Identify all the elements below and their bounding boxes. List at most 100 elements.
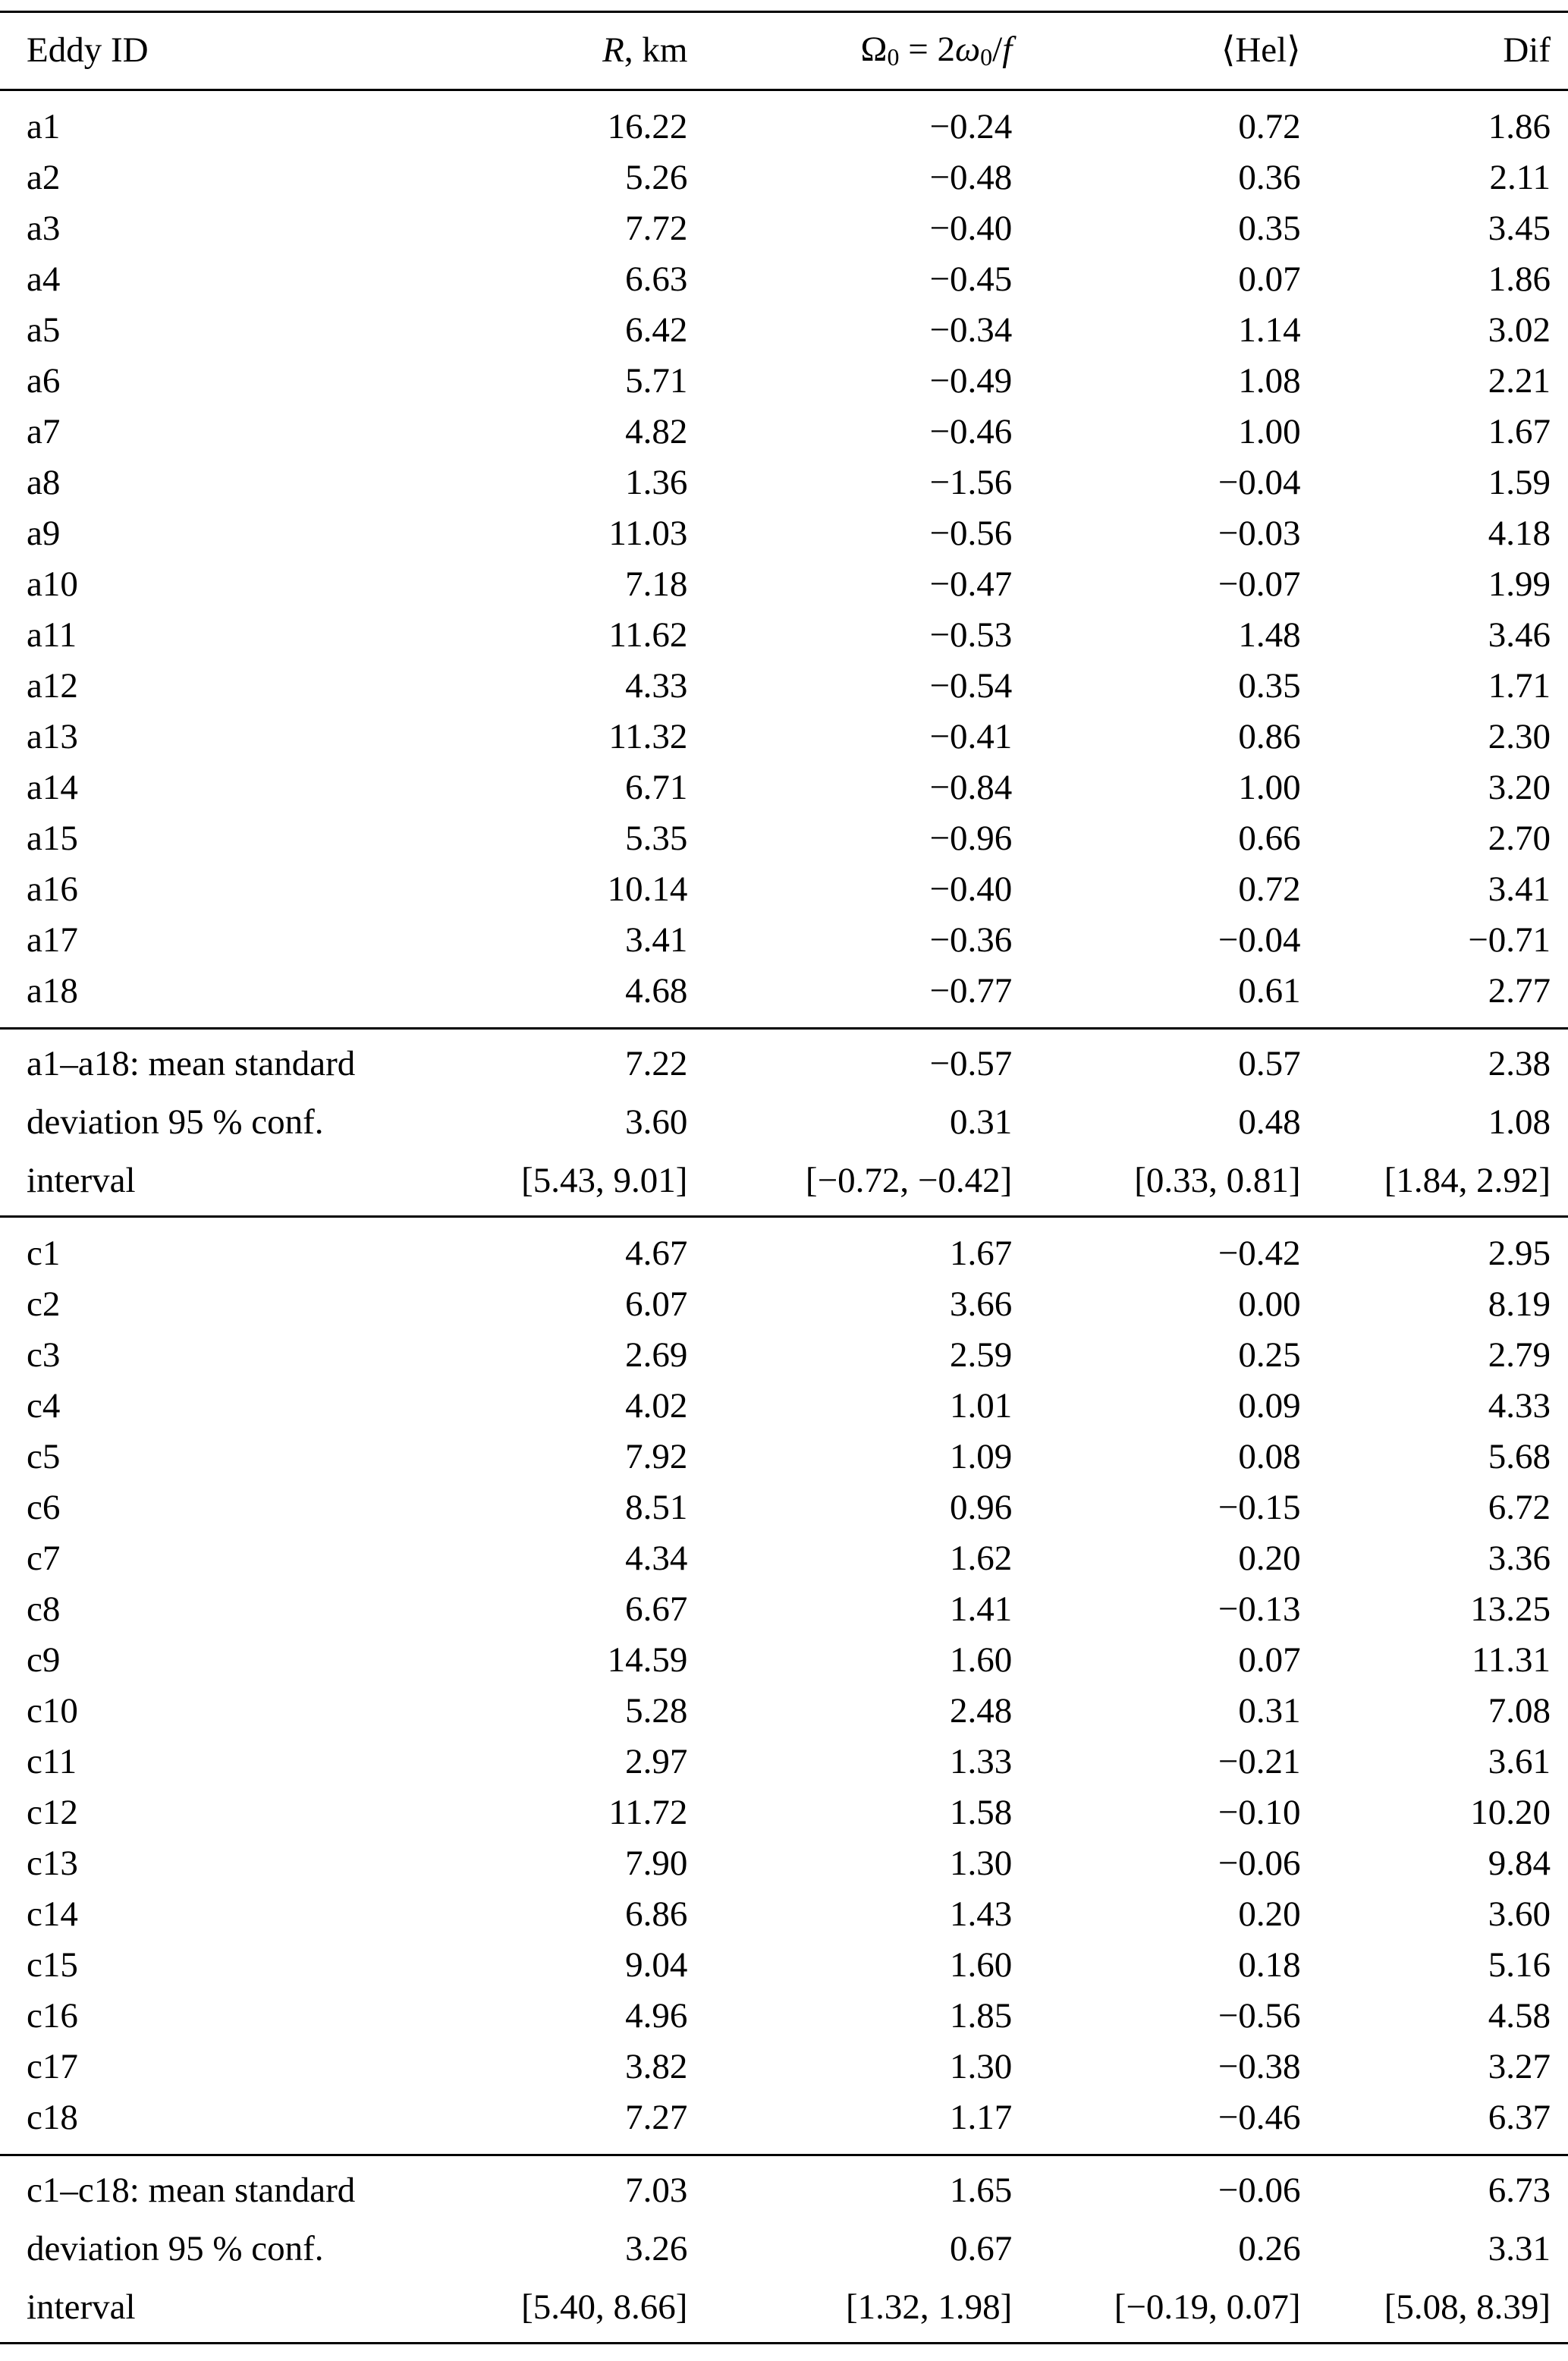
value-cell: 0.07 bbox=[1238, 259, 1301, 299]
value-cell: 10.20 bbox=[1470, 1792, 1551, 1832]
value-cell: 2.59 bbox=[950, 1335, 1013, 1375]
value-cell: 0.61 bbox=[1238, 970, 1301, 1011]
value-cell: 7.22 bbox=[625, 1043, 688, 1083]
value-cell: −0.24 bbox=[929, 106, 1013, 146]
row-label: a1–a18: mean standard bbox=[27, 1043, 356, 1083]
value-cell: 6.63 bbox=[625, 259, 688, 299]
value-cell: 4.58 bbox=[1488, 1995, 1551, 2036]
value-cell: −0.77 bbox=[929, 970, 1013, 1011]
value-cell: 3.61 bbox=[1488, 1741, 1551, 1781]
value-cell: [0.33, 0.81] bbox=[1134, 1160, 1301, 1200]
column-header-eddy-id: Eddy ID bbox=[0, 11, 364, 91]
omega-equation-mid: = 2 bbox=[899, 30, 955, 69]
row-label: c3 bbox=[27, 1335, 61, 1375]
row-label: deviation 95 % conf. bbox=[27, 1102, 324, 1142]
value-cell: −0.38 bbox=[1218, 2046, 1301, 2086]
radius-unit: , km bbox=[624, 30, 688, 71]
value-cell: −0.71 bbox=[1468, 920, 1551, 960]
row-label: c4 bbox=[27, 1385, 61, 1426]
omega-symbol: ω bbox=[954, 30, 981, 69]
value-cell: 7.72 bbox=[625, 208, 688, 248]
value-cell: 2.70 bbox=[1488, 818, 1551, 858]
table-row: c10 5.28 2.48 0.31 7.08 bbox=[0, 1686, 1568, 1737]
value-cell: 1.00 bbox=[1238, 411, 1301, 451]
value-cell: 11.31 bbox=[1471, 1639, 1551, 1680]
value-cell: 0.35 bbox=[1238, 208, 1301, 248]
value-cell: 2.21 bbox=[1488, 360, 1551, 401]
column-header-omega: Ω0 = 2ω0/f bbox=[688, 11, 1013, 91]
cyclone-rows-group: c1 4.67 1.67 −0.42 2.95 c2 6.07 3.66 0.00 8.19 c3 2… bbox=[0, 1216, 1568, 2155]
table-row: c4 4.02 1.01 0.09 4.33 bbox=[0, 1381, 1568, 1432]
row-label: a6 bbox=[27, 360, 61, 401]
value-cell: −0.36 bbox=[929, 920, 1013, 960]
value-cell: [−0.19, 0.07] bbox=[1114, 2287, 1301, 2327]
value-cell: 3.60 bbox=[625, 1102, 688, 1142]
value-cell: 3.41 bbox=[625, 920, 688, 960]
row-label: a1 bbox=[27, 106, 61, 146]
value-cell: 8.51 bbox=[625, 1487, 688, 1527]
table-row: a4 6.63 −0.45 0.07 1.86 bbox=[0, 254, 1568, 305]
row-label: c8 bbox=[27, 1589, 61, 1629]
value-cell: 14.59 bbox=[607, 1639, 688, 1680]
value-cell: 0.67 bbox=[950, 2228, 1013, 2268]
row-label: c10 bbox=[27, 1690, 78, 1731]
value-cell: −0.45 bbox=[929, 259, 1013, 299]
value-cell: 4.82 bbox=[625, 411, 688, 451]
value-cell: 1.41 bbox=[950, 1589, 1013, 1629]
value-cell: 11.62 bbox=[608, 615, 688, 655]
row-label: a17 bbox=[27, 920, 78, 960]
value-cell: −0.06 bbox=[1218, 1843, 1301, 1883]
value-cell: −0.03 bbox=[1218, 513, 1301, 553]
row-label: c12 bbox=[27, 1792, 78, 1832]
value-cell: 2.79 bbox=[1488, 1335, 1551, 1375]
row-label: a13 bbox=[27, 716, 78, 756]
value-cell: 6.86 bbox=[625, 1894, 688, 1934]
value-cell: 10.14 bbox=[607, 869, 688, 909]
value-cell: 1.86 bbox=[1488, 259, 1551, 299]
column-header-dif: Dif bbox=[1301, 11, 1568, 91]
value-cell: −0.34 bbox=[929, 310, 1013, 350]
table-row: a18 4.68 −0.77 0.61 2.77 bbox=[0, 966, 1568, 1029]
value-cell: 3.60 bbox=[1488, 1894, 1551, 1934]
value-cell: 8.19 bbox=[1488, 1284, 1551, 1324]
slash-symbol: / bbox=[992, 30, 1003, 69]
summary-row: c1–c18: mean standard 7.03 1.65 −0.06 6.73 bbox=[0, 2155, 1568, 2220]
value-cell: [5.40, 8.66] bbox=[521, 2287, 688, 2327]
value-cell: 0.00 bbox=[1238, 1284, 1301, 1324]
value-cell: 0.20 bbox=[1238, 1538, 1301, 1578]
value-cell: 0.86 bbox=[1238, 716, 1301, 756]
value-cell: 7.03 bbox=[625, 2170, 688, 2210]
row-label: c14 bbox=[27, 1894, 78, 1934]
table-row: c2 6.07 3.66 0.00 8.19 bbox=[0, 1279, 1568, 1330]
value-cell: −0.56 bbox=[1218, 1995, 1301, 2036]
value-cell: 11.32 bbox=[608, 716, 688, 756]
omega-subscript: 0 bbox=[980, 43, 993, 71]
value-cell: [5.43, 9.01] bbox=[521, 1160, 688, 1200]
value-cell: 1.08 bbox=[1238, 360, 1301, 401]
table-row: a10 7.18 −0.47 −0.07 1.99 bbox=[0, 559, 1568, 610]
value-cell: 7.92 bbox=[625, 1436, 688, 1476]
value-cell: −0.46 bbox=[929, 411, 1013, 451]
row-label: a12 bbox=[27, 665, 78, 706]
value-cell: 5.68 bbox=[1488, 1436, 1551, 1476]
value-cell: 4.96 bbox=[625, 1995, 688, 2036]
value-cell: 6.42 bbox=[625, 310, 688, 350]
value-cell: 2.97 bbox=[625, 1741, 688, 1781]
table-row: c13 7.90 1.30 −0.06 9.84 bbox=[0, 1838, 1568, 1889]
value-cell: 1.67 bbox=[950, 1233, 1013, 1273]
value-cell: −0.15 bbox=[1218, 1487, 1301, 1527]
row-label: a15 bbox=[27, 818, 78, 858]
table-row: c12 11.72 1.58 −0.10 10.20 bbox=[0, 1787, 1568, 1838]
row-label: c15 bbox=[27, 1944, 78, 1985]
value-cell: −0.13 bbox=[1218, 1589, 1301, 1629]
value-cell: 6.71 bbox=[625, 767, 688, 807]
value-cell: 1.48 bbox=[1238, 615, 1301, 655]
value-cell: 3.66 bbox=[950, 1284, 1013, 1324]
value-cell: 3.31 bbox=[1488, 2228, 1551, 2268]
table-row: c3 2.69 2.59 0.25 2.79 bbox=[0, 1330, 1568, 1381]
value-cell: −0.42 bbox=[1218, 1233, 1301, 1273]
value-cell: 3.27 bbox=[1488, 2046, 1551, 2086]
value-cell: 1.60 bbox=[950, 1639, 1013, 1680]
value-cell: 1.85 bbox=[950, 1995, 1013, 2036]
